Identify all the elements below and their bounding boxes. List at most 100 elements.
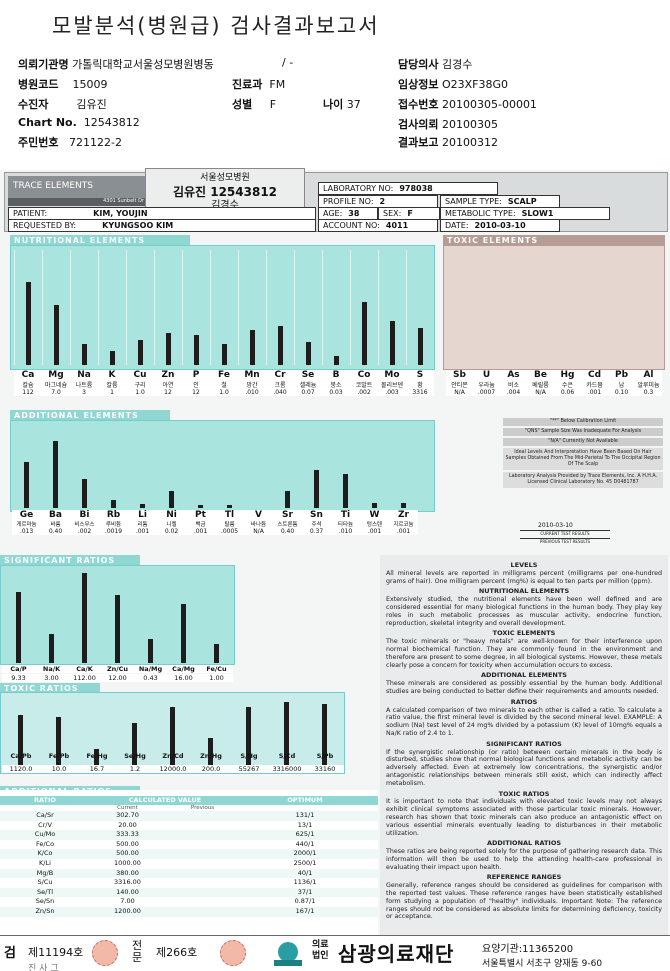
ratio-row: Se/Tl 140.00 37/1 — [0, 887, 378, 898]
additional-title: ADDITIONAL ELEMENTS — [10, 410, 170, 421]
significant-bar — [82, 573, 87, 663]
toxic-symbol: Sb — [446, 370, 473, 380]
nutritional-value: 12 — [154, 389, 182, 396]
ratio-previous — [165, 907, 240, 917]
requested-box: REQUESTED BY: KYUNGSOO KIM — [8, 219, 316, 232]
toxic-symbol: U — [473, 370, 500, 380]
nutritional-symbol: Mg — [42, 370, 70, 380]
additional-symbol: Pt — [186, 510, 215, 520]
significant-name: Ca/Mg — [167, 665, 200, 673]
ratio-name: K/Li — [39, 858, 51, 867]
toxic-ratio-value: 3316000 — [268, 765, 306, 773]
additional-value: 0.37 — [302, 528, 331, 535]
note-text: If the synergistic relationship (or rati… — [386, 748, 662, 787]
ratio-current: 20.00 — [118, 820, 137, 829]
nutritional-value: 1.0 — [210, 389, 238, 396]
ratio-previous — [165, 878, 240, 888]
chart-row: Chart No. 12543812 — [18, 116, 140, 129]
note-heading: ADDITIONAL ELEMENTS — [481, 671, 567, 680]
additional-kr-name: 바나듐 — [244, 520, 273, 528]
lab-no-box: LABORATORY NO: 978038 — [318, 182, 498, 195]
note-text: These minerals are considered as possibl… — [386, 680, 662, 695]
toxic-value: 0.10 — [608, 389, 635, 396]
additional-symbol: Li — [128, 510, 157, 520]
toxic-symbol: Al — [635, 370, 662, 380]
nutritional-symbol: Mo — [378, 370, 406, 380]
nutritional-symbol: Fe — [210, 370, 238, 380]
ratio-row: Cu/Mo 333.33 625/1 — [0, 830, 378, 840]
toxic-ratio-value: 1120.0 — [2, 765, 40, 773]
nutritional-symbol: K — [98, 370, 126, 380]
toxic-ratio-bar — [18, 715, 23, 772]
significant-name: Fe/Cu — [200, 665, 233, 673]
note-heading: LEVELS — [510, 561, 538, 569]
patient-row: 수진자 김유진 — [18, 98, 107, 111]
additional-value: 0.02 — [157, 528, 186, 535]
nutritional-bar — [362, 302, 367, 365]
ratio-col-header: RATIO — [34, 796, 56, 804]
additional-value: .002 — [70, 528, 99, 535]
org-name: 삼광의료재단 — [338, 942, 455, 966]
additional-value: N/A — [244, 528, 273, 535]
note-text: A calculated comparison of two minerals … — [386, 706, 662, 737]
toxic-ratio-name: Ca/Pb — [10, 752, 32, 760]
additional-bar — [343, 474, 348, 508]
nutritional-bar — [306, 342, 311, 365]
additional-kr-name: 니켈 — [157, 520, 186, 528]
ratio-name: S/Cu — [37, 878, 53, 887]
patient-box: PATIENT: KIM, YOUJIN — [8, 207, 316, 220]
nutritional-column — [182, 250, 183, 365]
additional-value: .0005 — [215, 528, 244, 535]
ratio-current: 302.70 — [116, 811, 139, 819]
current-results-label: CURRENT TEST RESULTS — [520, 530, 610, 536]
toxic-kr-name: 비소 — [500, 380, 527, 389]
additional-kr-name: 비스무스 — [70, 520, 99, 528]
seal-stamp-icon-2 — [220, 940, 246, 966]
nutritional-title: NUTRITIONAL ELEMENTS — [10, 235, 190, 246]
nutritional-kr-name: 구리 — [126, 380, 154, 389]
ratio-previous — [165, 849, 240, 859]
toxic-ratio-name: Zn/Cd — [162, 752, 184, 760]
significant-name: Na/K — [35, 665, 68, 673]
additional-symbol: Zr — [389, 510, 418, 520]
nutritional-value: 12 — [182, 389, 210, 396]
optimum-col-header: OPTIMUM — [287, 796, 323, 804]
ratio-row: Se/Sn 7.00 0.87/1 — [0, 897, 378, 907]
additional-symbol: Ba — [41, 510, 70, 520]
nutritional-column — [406, 250, 407, 365]
legend-area: "**" Below Calibration Limit "QNS" Sampl… — [503, 418, 663, 518]
ratio-previous — [165, 859, 240, 869]
nutritional-value: 1.0 — [126, 389, 154, 396]
nutritional-value: 3316 — [406, 389, 434, 396]
toxic-value: 0.06 — [554, 389, 581, 396]
ratio-name: Se/Sn — [35, 897, 55, 906]
additional-bar — [53, 441, 58, 508]
lab-logo: TRACE ELEMENTS — [8, 176, 148, 198]
significant-value: 112.00 — [68, 674, 101, 682]
clinical-row: 임상정보 O23XF38G0 — [398, 78, 509, 91]
ratio-optimum: 2500/1 — [293, 858, 317, 867]
ratio-name: Mg/B — [36, 868, 54, 877]
additional-symbol: Ge — [12, 510, 41, 520]
rrn-row: 주민번호 721122-2 — [18, 136, 122, 149]
nutritional-bar — [138, 340, 143, 365]
additional-bar — [401, 503, 406, 508]
nutritional-kr-name: 철 — [210, 380, 238, 389]
significant-name: Ca/K — [68, 665, 101, 673]
nutritional-bar — [110, 351, 115, 365]
toxic-kr-name: 안티몬 — [446, 380, 473, 389]
toxic-ratio-name: Fe/Hg — [86, 752, 108, 760]
nutritional-bar — [82, 344, 87, 365]
additional-symbol: V — [244, 510, 273, 520]
toxic-ratio-name: Se/Hg — [124, 752, 146, 760]
nutritional-symbol: Co — [350, 370, 378, 380]
toxic-value: .004 — [500, 389, 527, 396]
nutritional-bar — [250, 330, 255, 365]
nutritional-column — [266, 250, 267, 365]
nutritional-symbol: Ca — [14, 370, 42, 380]
additional-bar — [169, 491, 174, 508]
note-heading: NUTRITIONAL ELEMENTS — [478, 587, 570, 596]
doctor-row: 담당의사 김경수 — [398, 58, 473, 71]
nutritional-symbol: B — [322, 370, 350, 380]
significant-value: 3.00 — [35, 674, 68, 682]
